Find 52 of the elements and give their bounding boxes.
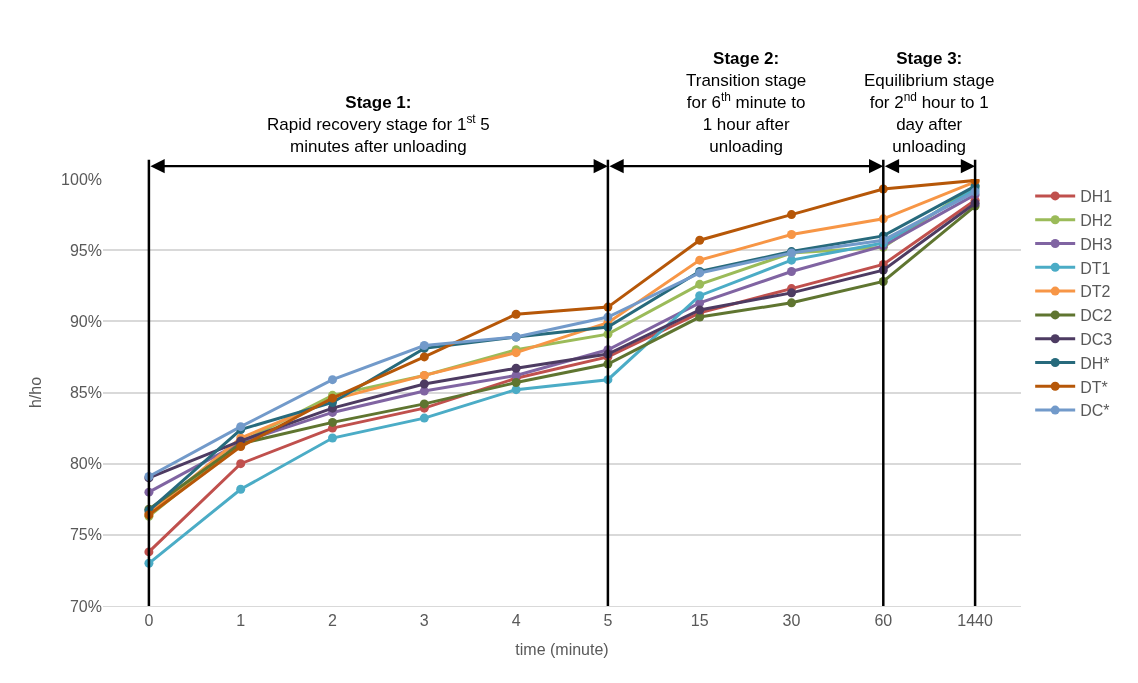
- legend-label: DC2: [1080, 307, 1113, 325]
- point: [695, 291, 705, 301]
- x-axis-title: time (minute): [515, 640, 609, 658]
- legend-label: DT*: [1080, 378, 1108, 396]
- point: [419, 352, 429, 362]
- legend-label: DT2: [1080, 283, 1111, 301]
- y-tick-label: 80%: [69, 455, 102, 473]
- y-tick-label: 75%: [69, 526, 102, 544]
- y-tick-label: 90%: [69, 312, 102, 330]
- legend-label: DC3: [1080, 330, 1113, 348]
- point: [787, 288, 796, 298]
- point: [787, 210, 796, 220]
- x-tick-label: 60: [874, 612, 893, 630]
- x-tick-label: 2: [328, 612, 338, 630]
- y-tick-label: 95%: [69, 241, 102, 259]
- legend-label: DH2: [1080, 211, 1113, 229]
- point: [787, 230, 796, 240]
- point: [695, 255, 705, 265]
- point: [328, 375, 337, 385]
- point: [511, 309, 521, 319]
- x-tick-label: 1440: [957, 612, 993, 630]
- x-tick-label: 15: [690, 612, 709, 630]
- y-tick-label: 100%: [61, 170, 102, 188]
- point: [419, 413, 429, 423]
- point: [236, 484, 246, 494]
- legend-label: DH*: [1080, 354, 1110, 372]
- legend-label: DT1: [1080, 259, 1111, 277]
- point: [787, 267, 796, 277]
- point: [328, 433, 337, 443]
- x-tick-label: 3: [419, 612, 429, 630]
- legend-label: DC*: [1080, 402, 1110, 420]
- legend-label: DH3: [1080, 235, 1113, 253]
- x-tick-label: 5: [603, 612, 613, 630]
- x-tick-label: 0: [144, 612, 154, 630]
- point: [695, 235, 705, 245]
- point: [419, 379, 429, 389]
- y-tick-label: 70%: [69, 597, 102, 615]
- point: [419, 399, 429, 409]
- x-tick-label: 30: [782, 612, 801, 630]
- x-tick-label: 4: [511, 612, 521, 630]
- text: Stage 1: Rapid recovery stage for 1$^{st}$ 5 minutes after unloading: [267, 93, 490, 157]
- text: Stage 2: Transition stage for 6$^{th}$ minute to 1 hour after unloading: [686, 49, 807, 157]
- point: [511, 363, 521, 373]
- text: Stage 3: Equilibrium stage for 2$^{nd}$ hour to 1 day after unloading: [864, 49, 995, 157]
- point: [328, 417, 337, 427]
- x-tick-label: 1: [236, 612, 246, 630]
- y-axis-title: h/ho: [26, 376, 44, 409]
- point: [695, 279, 705, 289]
- legend-label: DH1: [1080, 188, 1113, 206]
- y-tick-label: 85%: [69, 384, 102, 402]
- point: [787, 298, 796, 308]
- point: [236, 459, 246, 469]
